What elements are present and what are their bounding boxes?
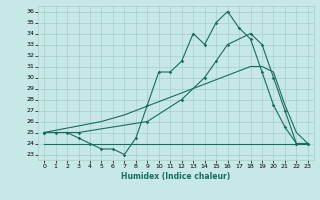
- X-axis label: Humidex (Indice chaleur): Humidex (Indice chaleur): [121, 172, 231, 181]
